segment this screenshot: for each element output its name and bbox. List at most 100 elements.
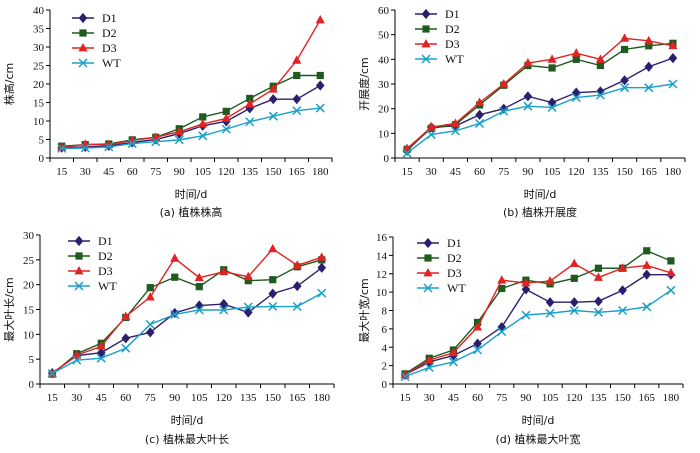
x-tick-label: 150 [616, 166, 633, 178]
legend-label-wt: WT [445, 52, 464, 66]
y-tick-label: 14 [376, 250, 388, 262]
data-point-d3 [268, 84, 278, 93]
data-point-d3 [424, 355, 434, 364]
data-point-wt [593, 307, 603, 317]
x-tick-label: 75 [496, 392, 508, 404]
x-tick-label: 75 [150, 166, 162, 178]
data-point-d3 [545, 276, 555, 285]
chart-panel-d: 0 2 4 6 8 10 12 14 16 15 30 45 60 75 90 105 120 135 150 165… [357, 232, 684, 446]
data-point-d3 [523, 58, 533, 67]
x-tick-label: 45 [448, 392, 460, 404]
data-point-d3 [292, 55, 302, 64]
data-point-d3 [569, 258, 579, 268]
data-point-d1 [618, 285, 627, 296]
x-axis-title: 时间/d [524, 188, 557, 201]
y-tick-label: 8 [382, 306, 388, 318]
data-point-wt [595, 90, 605, 100]
data-point-d2 [572, 55, 580, 63]
data-point-d2 [645, 42, 653, 50]
data-point-wt [499, 106, 509, 116]
x-tick-label: 30 [71, 392, 83, 404]
data-point-wt [221, 124, 231, 134]
legend-label-d1: D1 [102, 11, 117, 25]
data-point-d1 [642, 269, 652, 280]
x-tick-label: 120 [218, 166, 235, 178]
data-point-d3 [245, 98, 255, 108]
x-tick-label: 60 [127, 166, 139, 178]
data-point-wt [473, 345, 483, 355]
legend-label-wt: WT [102, 56, 121, 70]
panel-caption: (a) 植株株高 [160, 205, 223, 219]
data-point-d1 [668, 53, 678, 64]
y-axis-title: 开展度/cm [357, 57, 371, 110]
x-tick-label: 135 [592, 166, 609, 178]
data-point-wt [497, 327, 507, 337]
data-point-wt [121, 343, 131, 353]
series-line-wt [51, 292, 323, 375]
x-tick-label: 60 [474, 166, 486, 178]
data-point-d3 [170, 253, 180, 262]
data-point-d3 [593, 272, 604, 281]
chart-panel-a: 0 5 10 15 20 25 30 35 40 15 30 45 60 75 90 105 120 135 150… [2, 5, 333, 219]
x-tick-label: 165 [641, 166, 658, 178]
y-tick-label: 20 [33, 79, 45, 91]
legend-label-d3: D3 [447, 266, 462, 280]
data-point-d3 [547, 54, 557, 63]
legend-marker-d1 [78, 12, 88, 24]
data-point-d2 [498, 284, 506, 293]
legend-marker-wt [423, 283, 433, 293]
x-tick-label: 105 [544, 166, 561, 178]
data-point-d3 [448, 347, 459, 357]
legend-marker-d2 [75, 252, 83, 260]
data-point-d3 [595, 54, 606, 63]
data-point-wt [521, 310, 531, 320]
data-point-d3 [642, 260, 652, 269]
data-point-d1 [521, 284, 531, 295]
panel-caption: (d) 植株最大叶宽 [495, 432, 580, 446]
y-tick-label: 30 [23, 230, 35, 242]
x-tick-label: 30 [80, 166, 92, 178]
data-point-d1 [569, 297, 579, 308]
legend-marker-wt [421, 54, 431, 64]
series-line-wt [406, 83, 674, 154]
data-point-wt [198, 131, 208, 141]
data-point-wt [620, 83, 630, 93]
legend-marker-d3 [423, 268, 433, 277]
data-point-wt [402, 148, 412, 158]
x-tick-label: 120 [216, 392, 233, 404]
data-point-d1 [243, 307, 253, 318]
data-point-d1 [475, 109, 484, 120]
data-point-d3 [666, 267, 676, 277]
data-point-wt [292, 301, 302, 312]
y-tick-label: 15 [33, 98, 45, 110]
series-line-d1 [406, 57, 674, 152]
data-point-d3 [292, 260, 302, 269]
data-point-d3 [315, 14, 325, 24]
data-point-wt [642, 302, 652, 312]
y-tick-label: 25 [23, 255, 35, 267]
x-tick-label: 90 [520, 392, 532, 404]
legend-marker-wt [74, 281, 84, 291]
data-point-d1 [523, 91, 533, 102]
data-point-wt [571, 93, 581, 103]
data-point-wt [145, 319, 155, 329]
x-tick-label: 60 [472, 392, 484, 404]
data-point-d3 [194, 272, 204, 282]
series-line-wt [61, 107, 321, 150]
y-tick-label: 60 [378, 5, 390, 17]
y-tick-label: 0 [39, 153, 45, 165]
data-point-wt [424, 362, 434, 372]
data-point-d1 [644, 61, 654, 72]
data-point-d2 [594, 264, 603, 272]
x-tick-label: 90 [169, 392, 181, 404]
data-point-d1 [145, 327, 155, 338]
x-tick-label: 30 [424, 392, 436, 404]
y-tick-label: 25 [33, 61, 45, 73]
data-point-d2 [146, 284, 154, 292]
data-point-d2 [244, 277, 252, 285]
x-tick-label: 60 [120, 392, 132, 404]
x-tick-label: 120 [568, 166, 585, 178]
legend-marker-d1 [421, 8, 431, 20]
x-tick-label: 150 [265, 166, 282, 178]
data-point-wt [170, 309, 180, 319]
